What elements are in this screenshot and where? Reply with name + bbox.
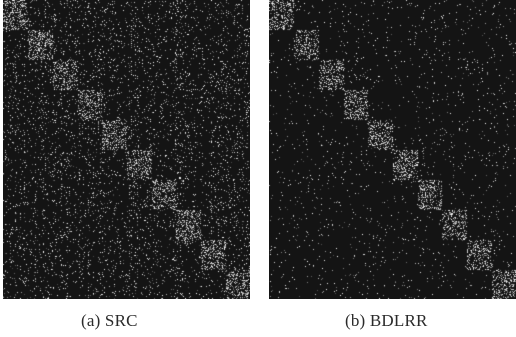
- affinity-matrix-bdlrr: [269, 0, 516, 299]
- caption-src: (a) SRC: [81, 311, 138, 330]
- affinity-matrix-image-bdlrr: [269, 0, 516, 299]
- affinity-matrix-image-src: [3, 0, 250, 299]
- affinity-matrix-src: [3, 0, 250, 299]
- caption-bdlrr: (b) BDLRR: [345, 311, 428, 330]
